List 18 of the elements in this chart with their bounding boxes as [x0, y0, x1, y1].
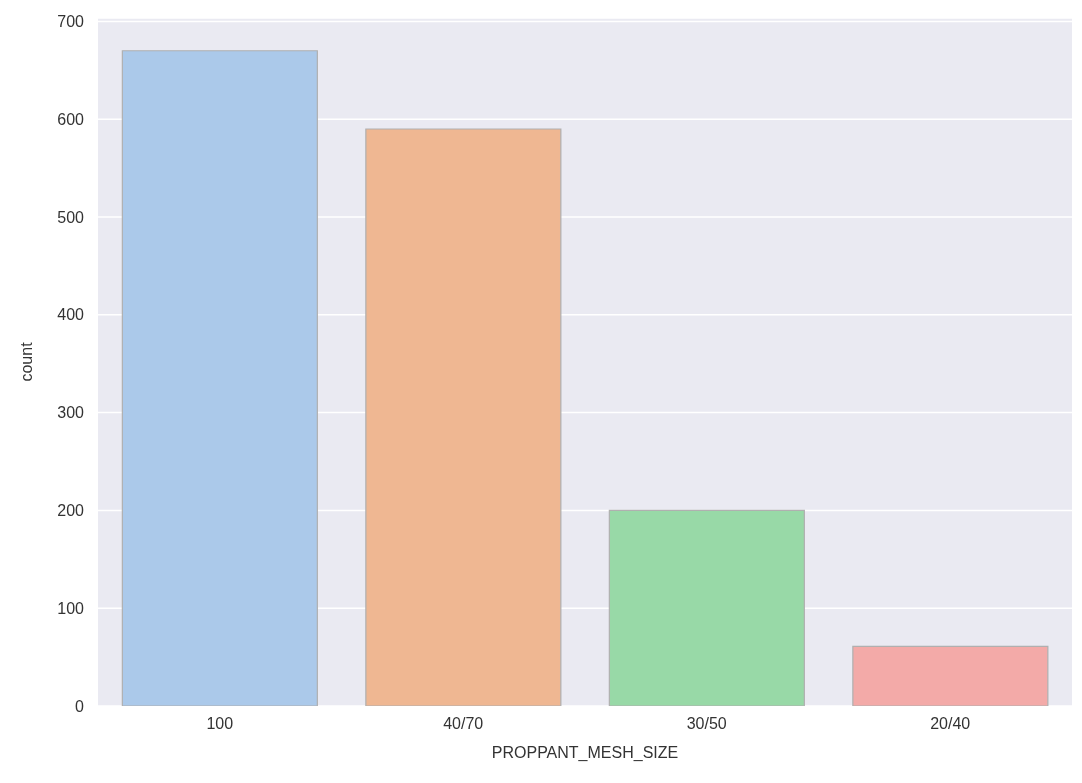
y-tick-label: 500 — [57, 208, 85, 226]
y-tick-label: 200 — [57, 502, 85, 520]
x-tick-label: 30/50 — [686, 715, 727, 733]
x-tick-label: 40/70 — [443, 715, 484, 733]
bar — [852, 645, 1049, 706]
y-tick-label: 300 — [57, 404, 85, 422]
y-tick-label: 700 — [57, 13, 85, 31]
y-tick-label: 400 — [57, 306, 85, 324]
x-tick-label: 100 — [206, 715, 234, 733]
bar — [365, 128, 562, 706]
x-tick-label: 20/40 — [930, 715, 971, 733]
bar — [121, 50, 318, 706]
y-axis-title: count — [17, 341, 35, 382]
x-axis-title: PROPPANT_MESH_SIZE — [491, 744, 679, 762]
y-tick-label: 100 — [57, 599, 85, 617]
y-tick-label: 600 — [57, 110, 85, 128]
y-tick-label: 0 — [75, 697, 85, 715]
bar — [608, 509, 805, 706]
